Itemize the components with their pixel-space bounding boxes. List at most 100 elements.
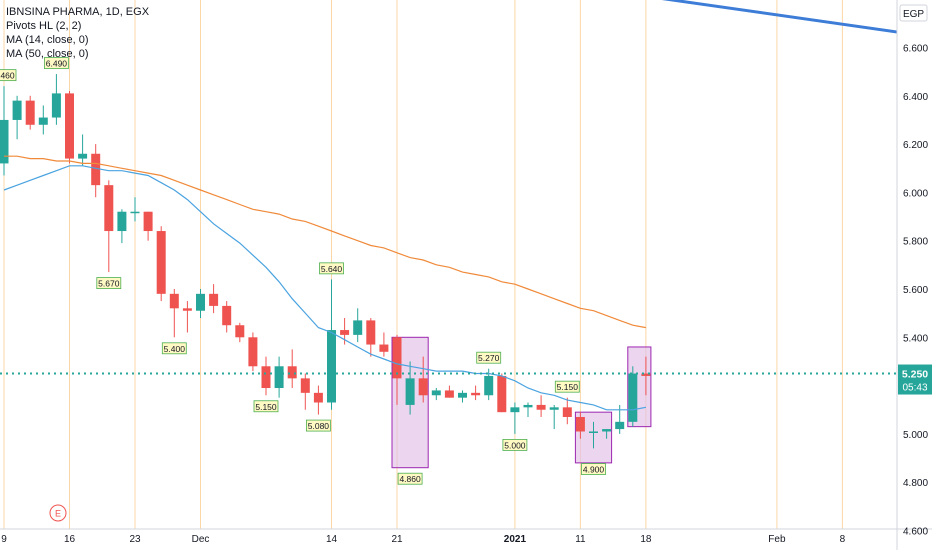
event-circle[interactable] — [49, 504, 67, 522]
pivot-label-text: 5.150 — [557, 382, 579, 392]
candle[interactable] — [497, 373, 507, 413]
candle[interactable] — [12, 95, 22, 140]
candle-body — [510, 407, 520, 413]
pivot-label-text: 6.490 — [46, 59, 68, 69]
pivot-label-box — [581, 463, 606, 475]
candle-body — [248, 337, 258, 367]
candle[interactable] — [261, 356, 271, 396]
candle[interactable] — [313, 385, 323, 415]
indicator-pivots-hl[interactable]: Pivots HL (2, 2) — [6, 20, 82, 32]
candle[interactable] — [431, 388, 441, 401]
pivot-label-box — [397, 472, 423, 485]
candle-body — [615, 421, 625, 430]
candle[interactable] — [523, 402, 533, 417]
candle[interactable] — [471, 385, 481, 401]
candle-body — [392, 337, 402, 379]
candle[interactable] — [510, 402, 520, 434]
candle[interactable] — [51, 74, 61, 125]
candle-body — [549, 407, 559, 410]
time-tick-label: Feb — [768, 534, 786, 545]
candle[interactable] — [196, 289, 205, 318]
pivot-label-box — [44, 57, 69, 69]
candle[interactable] — [379, 332, 389, 357]
candle-body — [78, 153, 88, 159]
candle[interactable] — [444, 385, 454, 398]
candle-body — [130, 211, 140, 214]
candle[interactable] — [156, 226, 166, 302]
candle[interactable] — [209, 284, 219, 314]
candle-body — [497, 375, 507, 413]
candle[interactable] — [392, 334, 402, 405]
candle[interactable] — [589, 421, 598, 449]
candle-body — [261, 366, 271, 389]
candle[interactable] — [222, 301, 232, 333]
price-tick-label: 5.600 — [903, 285, 928, 296]
candle[interactable] — [418, 356, 428, 403]
candle[interactable] — [91, 144, 101, 198]
candle[interactable] — [248, 332, 258, 372]
candle[interactable] — [78, 134, 88, 166]
candle[interactable] — [536, 395, 546, 417]
indicator-ma50[interactable]: MA (50, close, 0) — [6, 48, 89, 60]
candle-body — [353, 320, 363, 335]
last-price-value: 5.250 — [902, 369, 928, 381]
pivot-label: 5.150 — [554, 380, 580, 393]
candle[interactable] — [628, 366, 638, 427]
candle-body — [444, 390, 454, 398]
pivot-labels: 6.460 6.490 5.670 5.400 5.150 5.080 5.640 4.860… — [0, 57, 606, 485]
candle[interactable] — [104, 180, 114, 273]
candle[interactable] — [641, 356, 651, 396]
candle[interactable] — [25, 95, 35, 130]
candle[interactable] — [405, 361, 415, 415]
ma50-line[interactable] — [4, 155, 647, 329]
candle[interactable] — [235, 322, 245, 343]
candle[interactable] — [143, 211, 153, 241]
pivot-label: 5.080 — [305, 419, 331, 432]
pivot-label-text: 5.270 — [478, 353, 500, 363]
trendline[interactable] — [633, 0, 922, 37]
candles[interactable] — [0, 74, 651, 449]
bar-countdown: 05:43 — [902, 383, 927, 394]
candle[interactable] — [549, 404, 559, 430]
candle-body — [196, 293, 205, 311]
candle[interactable] — [169, 289, 179, 338]
time-axis[interactable]: 9 16 23 Dec 14 21 2021 11 18 Feb 8 — [1, 534, 845, 545]
candle[interactable] — [38, 105, 48, 135]
candle-body — [104, 185, 114, 232]
price-axis-background[interactable] — [897, 0, 932, 530]
candle-body — [51, 93, 61, 118]
pivot-label: 6.460 — [0, 69, 17, 82]
candle[interactable] — [0, 86, 9, 176]
candle[interactable] — [274, 356, 284, 398]
candle[interactable] — [575, 412, 585, 439]
candle[interactable] — [117, 209, 127, 244]
currency-badge[interactable]: EGP — [899, 4, 928, 22]
candle-body — [25, 100, 35, 125]
candle[interactable] — [458, 390, 467, 403]
candle[interactable] — [562, 397, 572, 425]
symbol-title[interactable]: IBNSINA PHARMA, 1D, EGX — [6, 6, 150, 18]
candle[interactable] — [182, 301, 192, 333]
candle[interactable] — [300, 373, 310, 410]
currency-label: EGP — [903, 9, 924, 20]
pivot-label-box — [96, 277, 122, 289]
price-tick-label: 5.800 — [903, 237, 928, 248]
candle[interactable] — [287, 349, 297, 389]
candle[interactable] — [65, 90, 74, 164]
candle-body — [589, 431, 598, 433]
candle[interactable] — [327, 279, 336, 410]
earnings-event-icon[interactable]: E — [49, 504, 67, 522]
candle-body — [38, 117, 48, 125]
candle-body — [182, 308, 192, 311]
ma14-line[interactable] — [3, 165, 647, 411]
candle[interactable] — [353, 308, 363, 343]
pivot-label: 5.150 — [253, 400, 279, 413]
candle[interactable] — [366, 317, 376, 357]
candle[interactable] — [340, 317, 350, 345]
candle[interactable] — [130, 197, 140, 222]
indicator-ma14[interactable]: MA (14, close, 0) — [6, 34, 89, 46]
time-tick-label: 14 — [326, 534, 338, 545]
price-axis[interactable]: 6.600 6.400 6.200 6.000 5.800 5.600 5.400 5.000… — [903, 44, 928, 538]
candle[interactable] — [602, 429, 612, 439]
